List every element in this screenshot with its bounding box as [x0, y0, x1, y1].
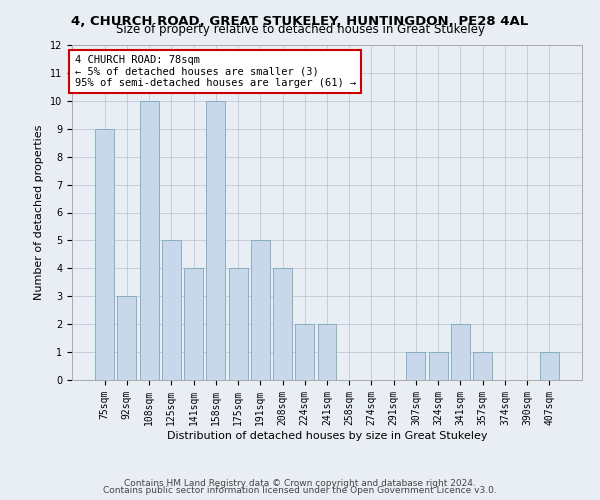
Bar — [451, 324, 470, 380]
Bar — [540, 352, 559, 380]
Y-axis label: Number of detached properties: Number of detached properties — [34, 125, 44, 300]
X-axis label: Distribution of detached houses by size in Great Stukeley: Distribution of detached houses by size … — [167, 430, 487, 440]
Text: Size of property relative to detached houses in Great Stukeley: Size of property relative to detached ho… — [115, 22, 485, 36]
Bar — [473, 352, 492, 380]
Bar — [95, 128, 114, 380]
Bar — [162, 240, 181, 380]
Bar — [273, 268, 292, 380]
Bar — [406, 352, 425, 380]
Text: Contains public sector information licensed under the Open Government Licence v3: Contains public sector information licen… — [103, 486, 497, 495]
Bar — [118, 296, 136, 380]
Text: 4, CHURCH ROAD, GREAT STUKELEY, HUNTINGDON, PE28 4AL: 4, CHURCH ROAD, GREAT STUKELEY, HUNTINGD… — [71, 15, 529, 28]
Text: Contains HM Land Registry data © Crown copyright and database right 2024.: Contains HM Land Registry data © Crown c… — [124, 478, 476, 488]
Bar — [295, 324, 314, 380]
Bar — [429, 352, 448, 380]
Bar — [251, 240, 270, 380]
Bar — [206, 101, 225, 380]
Text: 4 CHURCH ROAD: 78sqm
← 5% of detached houses are smaller (3)
95% of semi-detache: 4 CHURCH ROAD: 78sqm ← 5% of detached ho… — [74, 55, 356, 88]
Bar — [140, 101, 158, 380]
Bar — [184, 268, 203, 380]
Bar — [317, 324, 337, 380]
Bar — [229, 268, 248, 380]
